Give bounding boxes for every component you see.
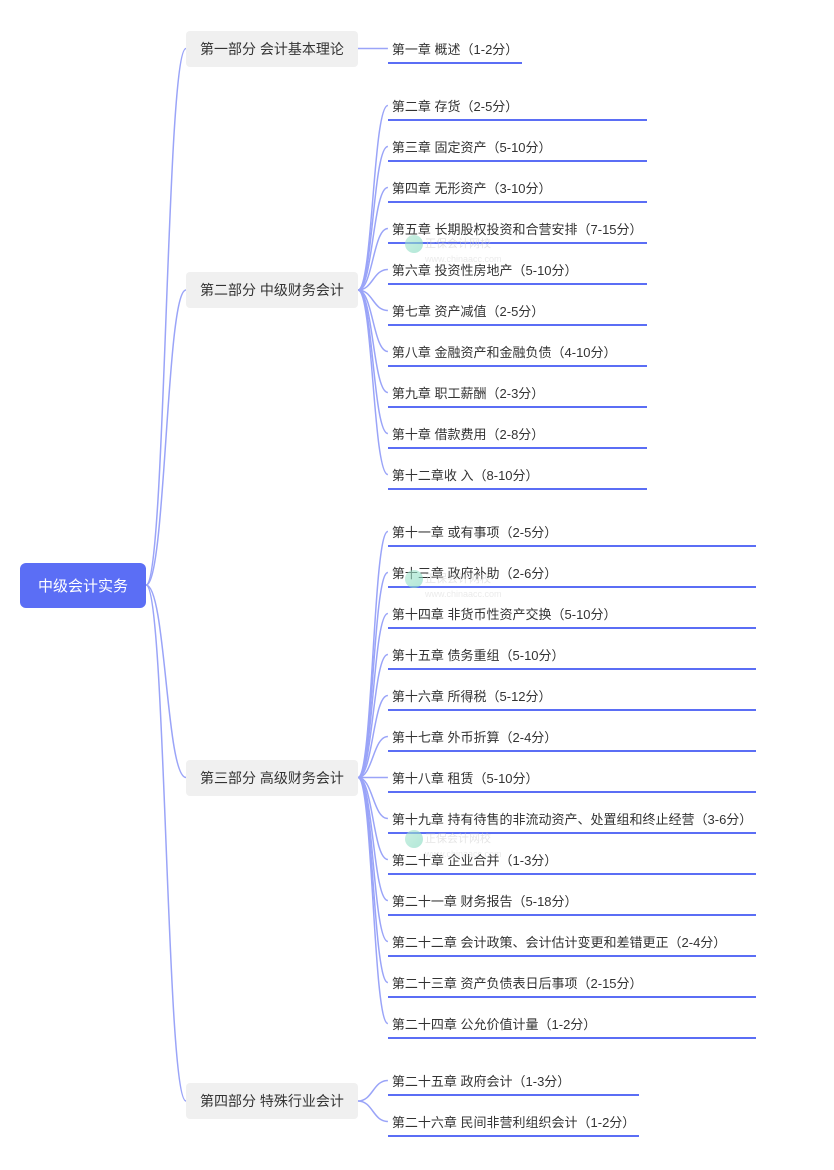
section-node-4[interactable]: 第四部分 特殊行业会计 [186,1083,358,1119]
leaf-node[interactable]: 第二十六章 民间非营利组织会计（1-2分） [388,1106,639,1137]
branches-container: 第一部分 会计基本理论 第一章 概述（1-2分） 第二部分 中级财务会计 第二章… [186,20,756,1150]
leaf-node[interactable]: 第二十二章 会计政策、会计估计变更和差错更正（2-4分） [388,926,756,957]
leaf-node[interactable]: 第三章 固定资产（5-10分） [388,131,647,162]
leaf-node[interactable]: 第十九章 持有待售的非流动资产、处置组和终止经营（3-6分） [388,803,756,834]
leaf-node[interactable]: 第一章 概述（1-2分） [388,33,522,64]
leaf-node[interactable]: 第五章 长期股权投资和合营安排（7-15分） [388,213,647,244]
branch-section-1: 第一部分 会计基本理论 第一章 概述（1-2分） [186,28,756,69]
leaf-node[interactable]: 第十三章 政府补助（2-6分） [388,557,756,588]
leaf-node[interactable]: 第十六章 所得税（5-12分） [388,680,756,711]
branch-section-2: 第二部分 中级财务会计 第二章 存货（2-5分） 第三章 固定资产（5-10分）… [186,85,756,495]
leaf-node[interactable]: 第八章 金融资产和金融负债（4-10分） [388,336,647,367]
root-node[interactable]: 中级会计实务 [20,563,146,608]
branch-section-3: 第三部分 高级财务会计 第十一章 或有事项（2-5分） 第十三章 政府补助（2-… [186,511,756,1044]
section-node-1[interactable]: 第一部分 会计基本理论 [186,31,358,67]
leaf-node[interactable]: 第二章 存货（2-5分） [388,90,647,121]
leaf-node[interactable]: 第四章 无形资产（3-10分） [388,172,647,203]
mindmap-container: 中级会计实务 第一部分 会计基本理论 第一章 概述（1-2分） 第二部分 中级财… [20,20,814,1150]
leaf-node[interactable]: 第二十五章 政府会计（1-3分） [388,1065,639,1096]
leaf-node[interactable]: 第十七章 外币折算（2-4分） [388,721,756,752]
leaf-node[interactable]: 第九章 职工薪酬（2-3分） [388,377,647,408]
leaf-node[interactable]: 第十一章 或有事项（2-5分） [388,516,756,547]
leaf-node[interactable]: 第十二章收 入（8-10分） [388,459,647,490]
leaf-node[interactable]: 第十八章 租赁（5-10分） [388,762,756,793]
leaf-node[interactable]: 第十章 借款费用（2-8分） [388,418,647,449]
leaf-node[interactable]: 第十五章 债务重组（5-10分） [388,639,756,670]
leaves-4: 第二十五章 政府会计（1-3分） 第二十六章 民间非营利组织会计（1-2分） [388,1060,639,1142]
leaf-node[interactable]: 第十四章 非货币性资产交换（5-10分） [388,598,756,629]
leaf-node[interactable]: 第二十三章 资产负债表日后事项（2-15分） [388,967,756,998]
section-node-2[interactable]: 第二部分 中级财务会计 [186,272,358,308]
leaf-node[interactable]: 第六章 投资性房地产（5-10分） [388,254,647,285]
branch-section-4: 第四部分 特殊行业会计 第二十五章 政府会计（1-3分） 第二十六章 民间非营利… [186,1060,756,1142]
leaf-node[interactable]: 第七章 资产减值（2-5分） [388,295,647,326]
leaves-3: 第十一章 或有事项（2-5分） 第十三章 政府补助（2-6分） 第十四章 非货币… [388,511,756,1044]
leaf-node[interactable]: 第二十章 企业合并（1-3分） [388,844,756,875]
leaf-node[interactable]: 第二十四章 公允价值计量（1-2分） [388,1008,756,1039]
leaves-1: 第一章 概述（1-2分） [388,28,522,69]
leaves-2: 第二章 存货（2-5分） 第三章 固定资产（5-10分） 第四章 无形资产（3-… [388,85,647,495]
section-node-3[interactable]: 第三部分 高级财务会计 [186,760,358,796]
leaf-node[interactable]: 第二十一章 财务报告（5-18分） [388,885,756,916]
